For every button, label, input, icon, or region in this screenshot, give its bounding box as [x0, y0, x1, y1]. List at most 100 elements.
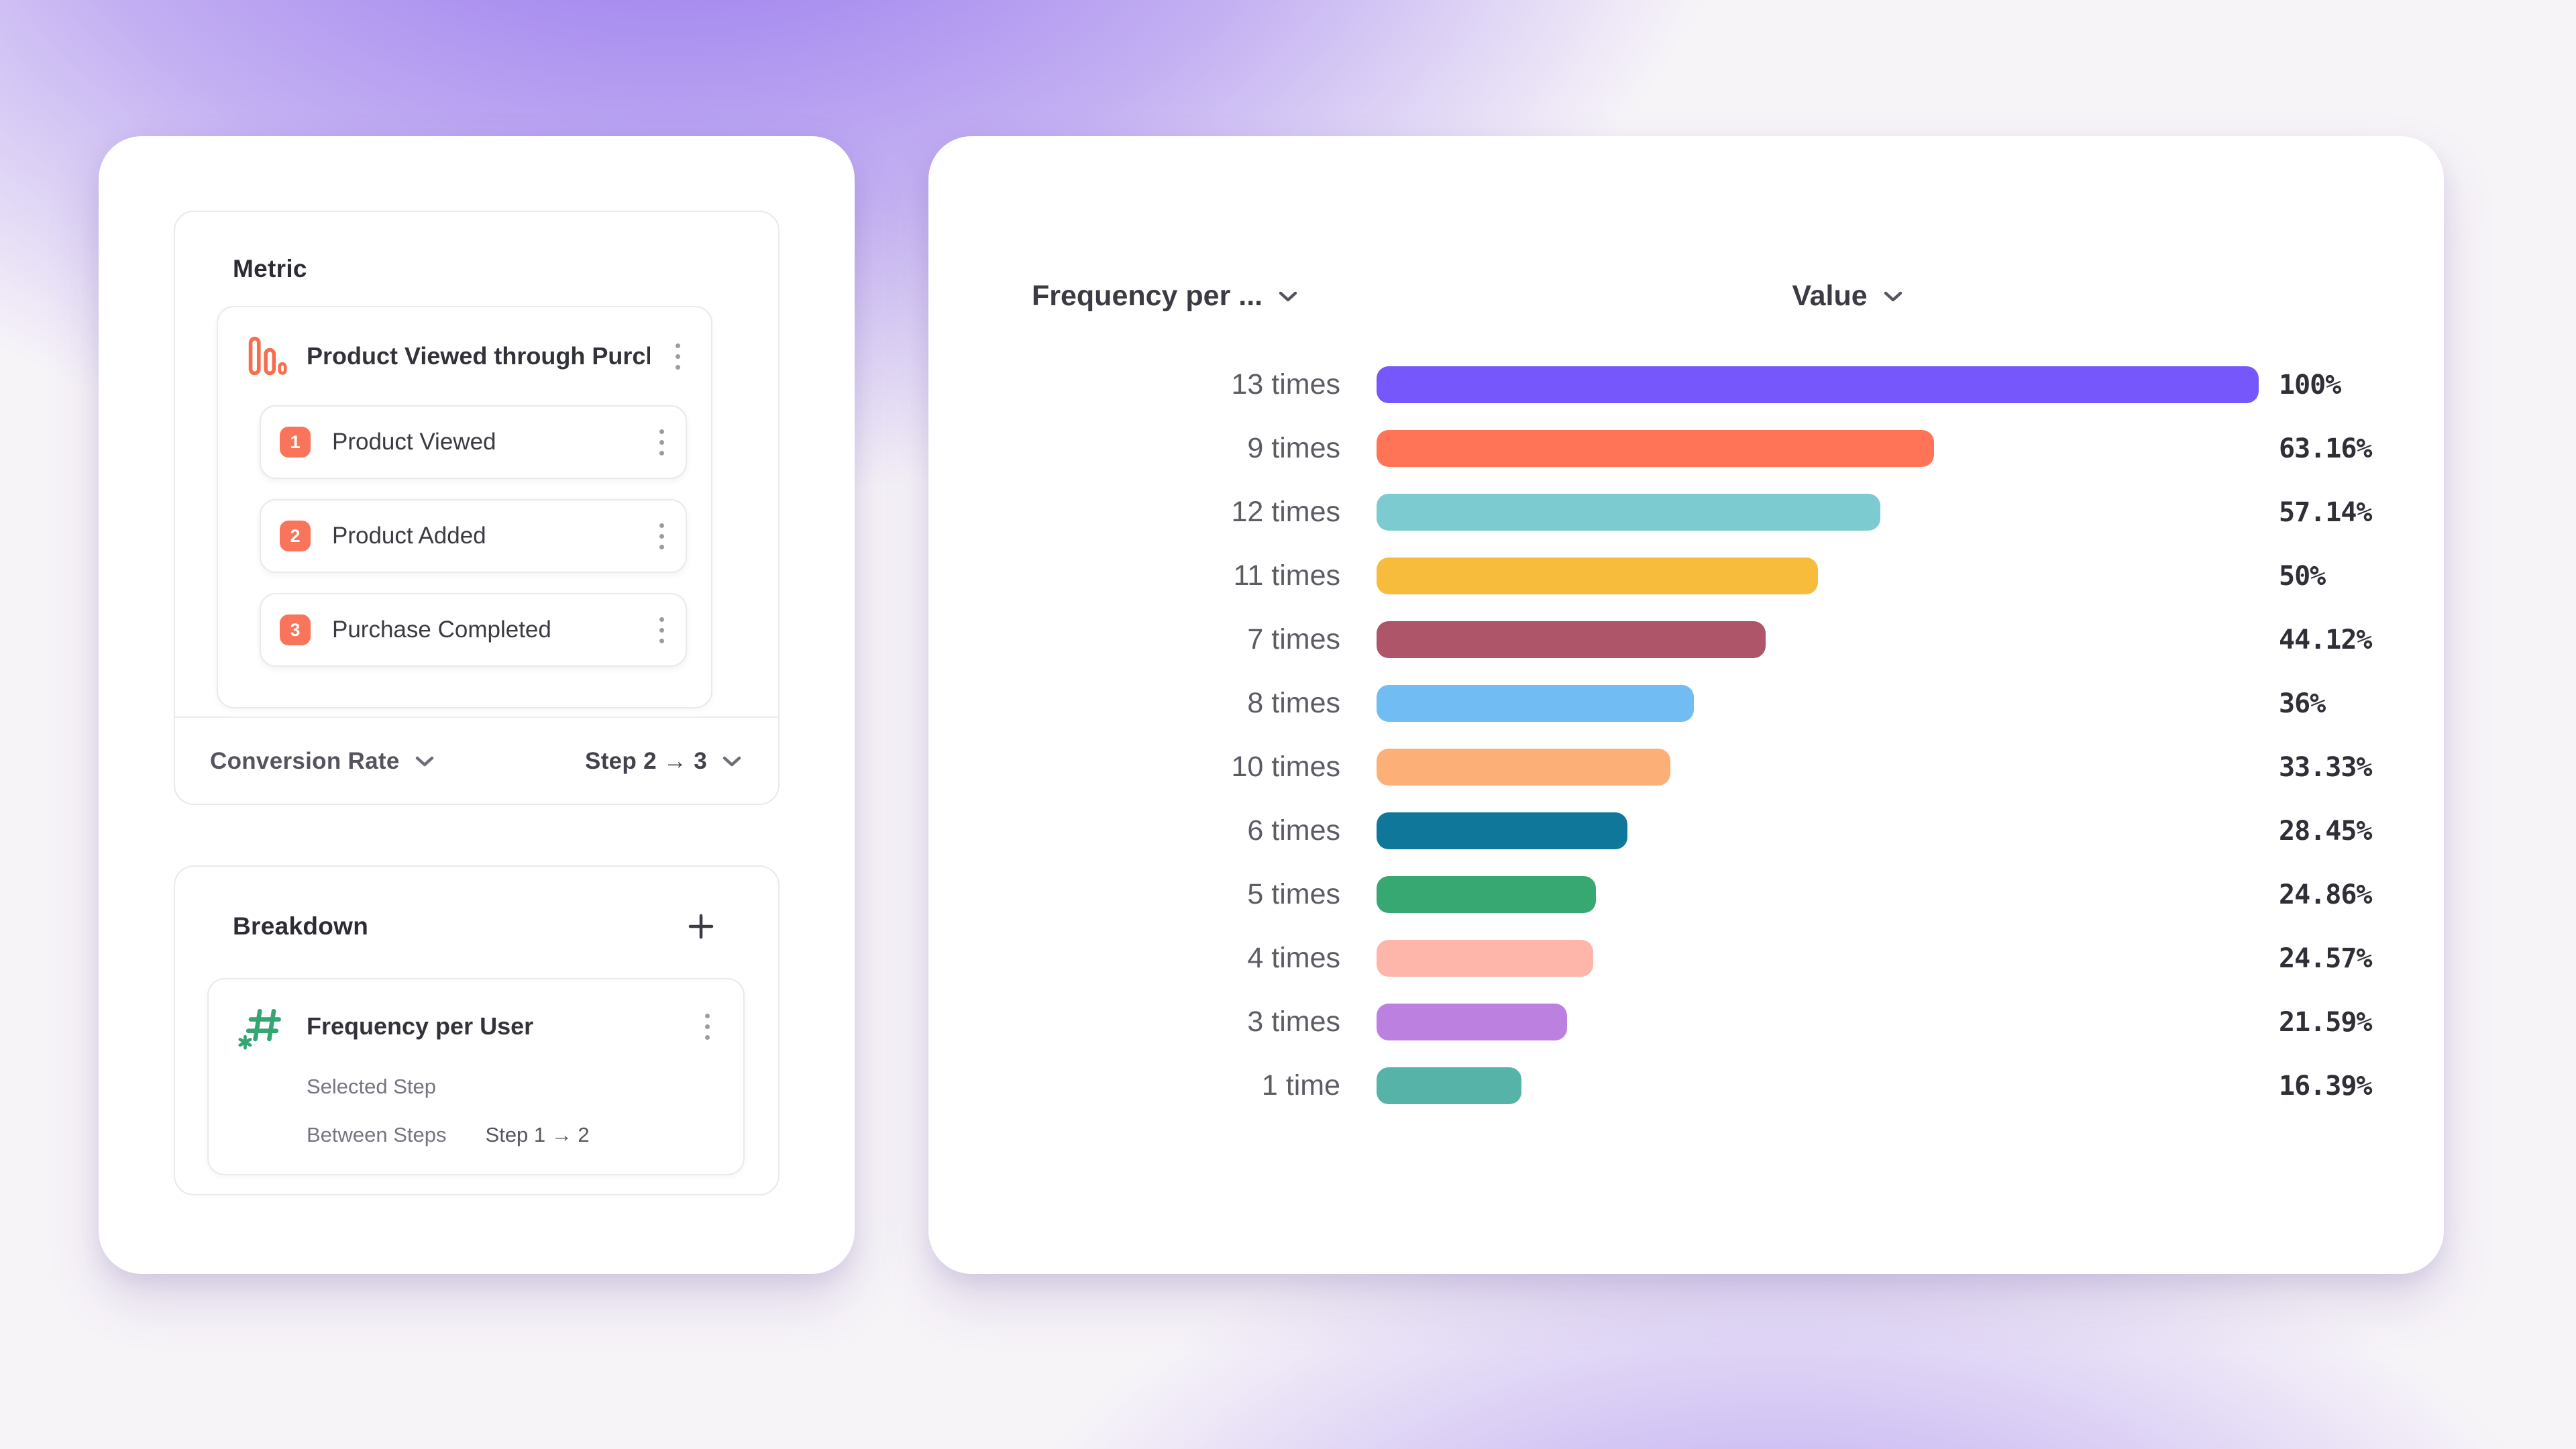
bar-category-label: 6 times	[1247, 814, 1340, 847]
breakdown-header: Breakdown	[175, 867, 778, 945]
step-label: Product Added	[332, 523, 486, 549]
chevron-down-icon	[722, 756, 741, 767]
bar-track	[1377, 1067, 2259, 1104]
bar-category-label: 7 times	[1247, 623, 1340, 655]
step-label: Purchase Completed	[332, 616, 551, 643]
bar-category-label: 4 times	[1247, 942, 1340, 974]
chart-row: 12 times 57.14%	[1032, 480, 2444, 544]
between-steps-value[interactable]: Step 1 → 2	[485, 1123, 590, 1146]
chart-row: 6 times 28.45%	[1032, 799, 2444, 863]
bar[interactable]	[1377, 749, 1671, 786]
bar-track	[1377, 1004, 2259, 1040]
bar-track	[1377, 621, 2259, 658]
bar-track	[1377, 557, 2259, 594]
funnel-metric-box: Product Viewed through Purch... 1 Product…	[217, 306, 712, 708]
bar-value-label: 33.33%	[2279, 751, 2372, 783]
chevron-down-icon	[415, 756, 433, 767]
conversion-rate-label: Conversion Rate	[210, 748, 400, 774]
funnel-metric-title: Product Viewed through Purch...	[307, 342, 650, 370]
bar-category-label: 13 times	[1231, 368, 1340, 400]
bar-value-label: 28.45%	[2279, 815, 2372, 847]
bar-track	[1377, 876, 2259, 913]
hashtag-asterisk-icon	[238, 1008, 281, 1050]
breakdown-card: Breakdown	[174, 865, 780, 1195]
bar[interactable]	[1377, 557, 1818, 594]
bar-track	[1377, 940, 2259, 977]
step-number-badge: 3	[280, 614, 311, 645]
bar-category-label: 10 times	[1231, 751, 1340, 783]
breakdown-item-box: Frequency per User Selected Step Between…	[207, 978, 745, 1175]
step-number-badge: 1	[280, 427, 311, 458]
chart-row: 10 times 33.33%	[1032, 735, 2444, 799]
bar[interactable]	[1377, 876, 1596, 913]
breakdown-property-row[interactable]: Frequency per User	[238, 1002, 716, 1051]
bar[interactable]	[1377, 494, 1881, 531]
bar[interactable]	[1377, 621, 1766, 658]
breakdown-section-title: Breakdown	[233, 912, 369, 940]
chart-row: 13 times 100%	[1032, 353, 2444, 417]
kebab-menu-icon[interactable]	[653, 424, 671, 461]
bar[interactable]	[1377, 940, 1594, 977]
step-range-label: Step 2 → 3	[585, 748, 707, 774]
value-column-header-dropdown[interactable]: Value	[1792, 280, 1903, 313]
step-label: Product Viewed	[332, 429, 496, 455]
bar-value-label: 50%	[2279, 560, 2326, 592]
chart-row: 5 times 24.86%	[1032, 863, 2444, 926]
breakdown-property-title: Frequency per User	[307, 1012, 534, 1040]
funnel-step-row[interactable]: 3 Purchase Completed	[260, 593, 687, 667]
step-range-dropdown[interactable]: Step 2 → 3	[585, 748, 742, 775]
bar-value-label: 24.57%	[2279, 943, 2372, 974]
bar-value-label: 100%	[2279, 369, 2341, 400]
plus-icon	[688, 914, 714, 939]
breakdown-selected-step-row: Selected Step	[307, 1075, 716, 1099]
bar-value-label: 57.14%	[2279, 496, 2372, 528]
bar[interactable]	[1377, 812, 1628, 849]
divider	[175, 716, 778, 718]
bar-track	[1377, 749, 2259, 786]
bar-category-label: 12 times	[1231, 496, 1340, 528]
bar-value-label: 63.16%	[2279, 433, 2372, 464]
bar-category-label: 1 time	[1261, 1069, 1340, 1102]
bar[interactable]	[1377, 685, 1695, 722]
bar-track	[1377, 812, 2259, 849]
bar-track	[1377, 685, 2259, 722]
query-builder-panel: Metric Product Viewed through Purch... 1…	[99, 136, 855, 1274]
kebab-menu-icon[interactable]	[653, 612, 671, 649]
chart-panel: Frequency per ... Value 13 times 100% 9 ti…	[928, 136, 2444, 1274]
kebab-menu-icon[interactable]	[653, 518, 671, 555]
kebab-menu-icon[interactable]	[698, 1008, 716, 1045]
conversion-rate-dropdown[interactable]: Conversion Rate	[210, 748, 435, 775]
chart-header: Frequency per ... Value	[1032, 280, 2444, 313]
chevron-down-icon	[1279, 291, 1297, 301]
bar-category-label: 11 times	[1233, 559, 1340, 592]
bar[interactable]	[1377, 430, 1934, 467]
metric-section-title: Metric	[233, 255, 307, 282]
bar-category-label: 9 times	[1247, 432, 1340, 464]
chart-row: 7 times 44.12%	[1032, 608, 2444, 672]
bar[interactable]	[1377, 1067, 1521, 1104]
kebab-menu-icon[interactable]	[669, 338, 687, 375]
chevron-down-icon	[1884, 291, 1902, 301]
bar-track	[1377, 494, 2259, 531]
bar[interactable]	[1377, 1004, 1567, 1040]
bar-chart: 13 times 100% 9 times 63.16% 12 times 57.14% 1…	[1032, 353, 2444, 1118]
funnel-metric-row[interactable]: Product Viewed through Purch...	[237, 333, 694, 377]
metric-footer: Conversion Rate Step 2 → 3	[175, 719, 778, 804]
chart-row: 11 times 50%	[1032, 544, 2444, 608]
add-breakdown-button[interactable]	[683, 908, 719, 945]
chart-row: 8 times 36%	[1032, 672, 2444, 735]
between-steps-label: Between Steps	[307, 1123, 447, 1146]
bar-value-label: 16.39%	[2279, 1070, 2372, 1102]
selected-step-label: Selected Step	[307, 1075, 437, 1098]
bar-track	[1377, 430, 2259, 467]
chart-row: 9 times 63.16%	[1032, 417, 2444, 480]
bar-value-label: 44.12%	[2279, 624, 2372, 655]
funnel-step-row[interactable]: 1 Product Viewed	[260, 405, 687, 479]
breakdown-between-steps-row: Between Steps Step 1 → 2	[307, 1123, 716, 1147]
bar-category-label: 3 times	[1247, 1006, 1340, 1038]
breakdown-column-header-dropdown[interactable]: Frequency per ...	[1032, 280, 1299, 313]
bar-value-label: 21.59%	[2279, 1006, 2372, 1038]
bar[interactable]	[1377, 366, 2259, 403]
funnel-step-row[interactable]: 2 Product Added	[260, 499, 687, 573]
value-column-header-label: Value	[1792, 280, 1868, 312]
